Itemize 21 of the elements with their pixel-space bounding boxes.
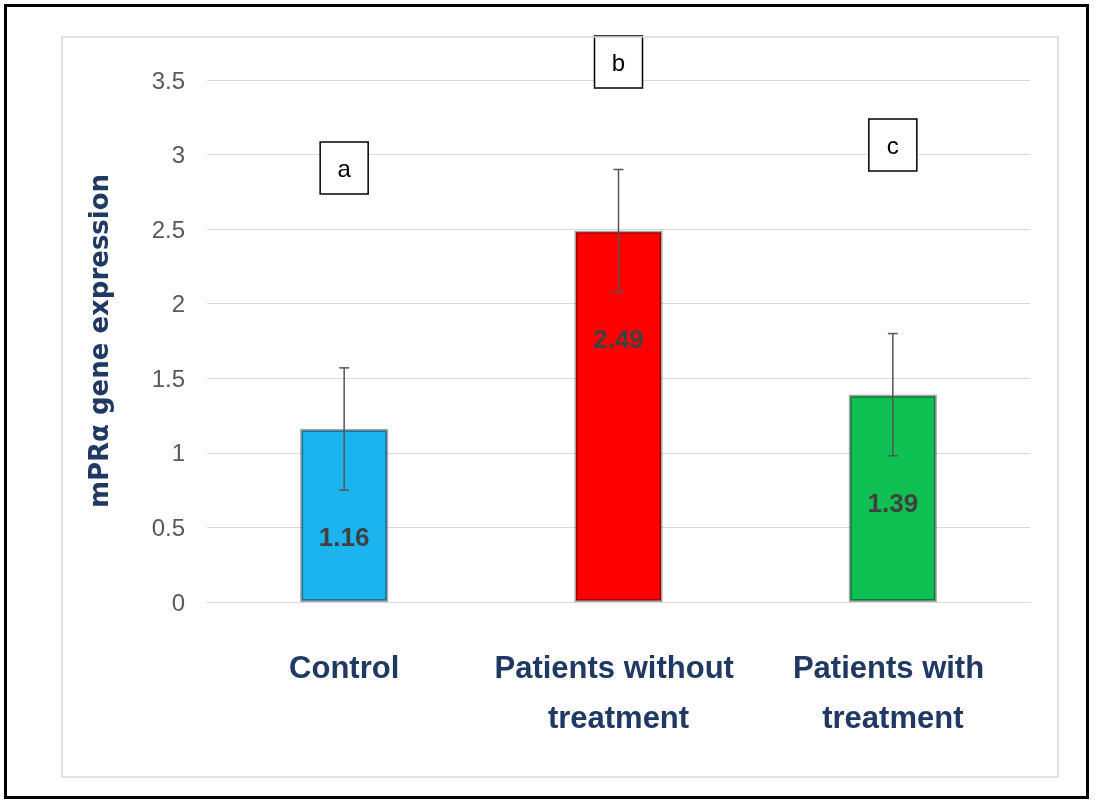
text: b <box>611 48 626 76</box>
data-label: 2.49 <box>593 323 644 354</box>
data-label: 1.39 <box>867 487 919 518</box>
y-tick-label: 1 <box>171 439 185 467</box>
annotation: c <box>886 131 899 159</box>
y-tick-label: 0 <box>171 588 185 616</box>
x-tick-label: Control <box>289 649 400 685</box>
bar <box>300 428 389 602</box>
y-axis-title: mPRα gene expression <box>84 173 114 509</box>
x-tick-label: Patients with treatment <box>792 649 993 735</box>
x-tick-label: Patients without treatment <box>494 649 743 735</box>
y-tick-label: 2 <box>171 290 185 318</box>
annotation: a <box>337 154 352 182</box>
y-tick-label: 3.5 <box>151 66 185 94</box>
bar <box>848 394 937 602</box>
bar <box>574 230 663 602</box>
y-tick-label: 0.5 <box>151 513 185 541</box>
data-label: 1.16 <box>318 521 370 552</box>
y-tick-label: 3 <box>171 141 185 169</box>
y-tick-label: 2.5 <box>151 215 185 243</box>
y-tick-label: 1.5 <box>151 364 185 392</box>
